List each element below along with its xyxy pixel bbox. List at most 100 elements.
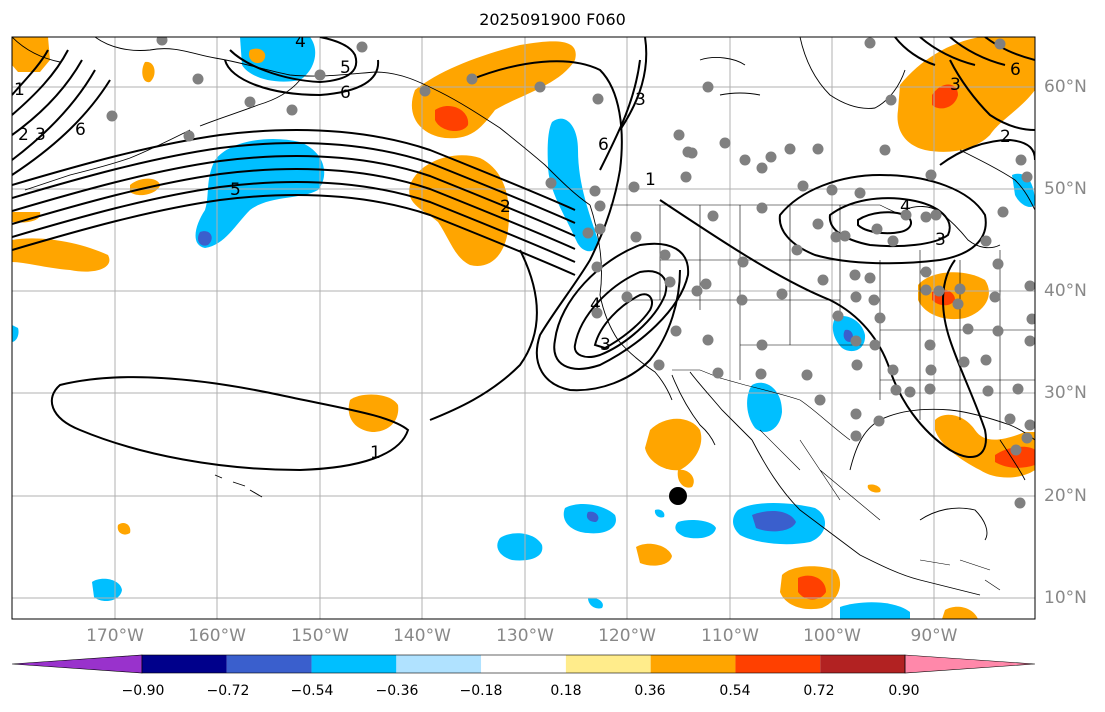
contour-label: 4: [900, 197, 911, 217]
station-dot: [1015, 154, 1027, 166]
colorbar-extend-min: [11, 654, 143, 674]
colorbar-segment: [565, 655, 651, 673]
longitude-label: 100°W: [803, 626, 861, 646]
station-dot: [874, 312, 886, 324]
station-dot: [314, 69, 326, 81]
contour-west-coast: [429, 249, 538, 421]
station-dot: [582, 227, 594, 239]
colorbar-segment: [820, 655, 905, 673]
station-dot: [466, 73, 478, 85]
station-dot: [356, 41, 368, 53]
anomaly-positive: [645, 418, 702, 471]
contour-label: 3: [950, 75, 961, 95]
station-dot: [419, 85, 431, 97]
station-dot: [850, 408, 862, 420]
station-dot: [994, 38, 1006, 50]
station-dot: [871, 223, 883, 235]
station-dot: [817, 274, 829, 286]
station-dot: [958, 356, 970, 368]
station-dot: [1021, 432, 1033, 444]
hawaii: [214, 474, 263, 498]
anomaly-positive: [897, 37, 1035, 152]
station-dot: [920, 211, 932, 223]
longitude-label: 160°W: [188, 626, 246, 646]
station-dot: [621, 291, 633, 303]
station-dot: [864, 272, 876, 284]
station-dot: [659, 249, 671, 261]
colorbar-extend-max: [904, 654, 1036, 674]
contour-label: 3: [600, 335, 611, 355]
alaska-coast: [94, 37, 591, 206]
colorbar-tick-label: 0.18: [550, 683, 582, 699]
station-dot: [850, 430, 862, 442]
station-dot: [192, 73, 204, 85]
colorbar-tick-label: −0.72: [206, 683, 250, 699]
map-title: 2025091900 F060: [479, 10, 626, 29]
longitude-label: 130°W: [496, 626, 554, 646]
station-dot: [1004, 413, 1016, 425]
station-dot: [1012, 383, 1024, 395]
station-dot: [1024, 419, 1035, 431]
contour-jet-band: [12, 129, 576, 211]
station-dot: [962, 323, 974, 335]
contour-east: [949, 59, 1035, 131]
colorbar-segment: [311, 655, 397, 673]
colorbar-outline: [141, 654, 906, 674]
station-dot: [904, 386, 916, 398]
map-frame: [11, 36, 1036, 620]
station-dot: [1026, 313, 1035, 325]
station-dot: [879, 144, 891, 156]
station-dot: [992, 325, 1004, 337]
station-dot: [707, 210, 719, 222]
great-lakes: [904, 206, 1001, 249]
contour-label: 5: [340, 58, 351, 78]
station-dot: [1024, 335, 1035, 347]
contour-label: 5: [230, 180, 241, 200]
anomaly-negative: [675, 520, 716, 539]
station-dot: [832, 310, 844, 322]
station-dot: [925, 169, 937, 181]
baja-california: [671, 374, 716, 446]
station-dot: [1014, 497, 1026, 509]
station-dot: [868, 294, 880, 306]
colorbar-tick-label: 0.36: [634, 683, 666, 699]
colorbar-segment: [481, 655, 566, 673]
contours: [12, 37, 1035, 472]
contour-closed-low: [553, 242, 690, 370]
anomaly-positive: [677, 469, 694, 488]
mexico-states: [759, 429, 881, 521]
station-dot: [594, 223, 606, 235]
chukotka: [12, 37, 61, 63]
anomaly-shading: [12, 37, 1035, 619]
station-dot: [765, 151, 777, 163]
station-dot: [849, 269, 861, 281]
station-dot: [712, 367, 724, 379]
anomaly-negative: [747, 382, 782, 432]
station-dot: [924, 339, 936, 351]
contour-1-main: [659, 199, 987, 459]
anomaly-negative: [240, 37, 316, 82]
hudson-bay: [799, 37, 906, 109]
station-dot: [850, 335, 862, 347]
contour-1-pacific: [50, 376, 410, 472]
colorbar-tick-label: −0.36: [375, 683, 419, 699]
station-dot: [854, 187, 866, 199]
state-lines: [630, 205, 880, 380]
anomaly-negative: [497, 533, 543, 561]
contour-northeast: [894, 37, 1035, 66]
contour-label: 4: [590, 295, 601, 315]
station-dot: [1010, 444, 1022, 456]
station-dot: [791, 244, 803, 256]
us-mexico-border: [672, 369, 851, 441]
station-dot: [826, 184, 838, 196]
station-dot: [885, 94, 897, 106]
us-west-coast: [599, 294, 673, 401]
station-dot: [691, 285, 703, 297]
latitude-label: 10°N: [1044, 588, 1087, 608]
colorbar-segment: [396, 655, 482, 673]
anomaly-positive: [409, 155, 510, 266]
eastern-states: [879, 250, 1035, 430]
contour-label: 6: [1010, 60, 1021, 80]
station-dot: [925, 364, 937, 376]
contour-label: 2: [1000, 127, 1011, 147]
